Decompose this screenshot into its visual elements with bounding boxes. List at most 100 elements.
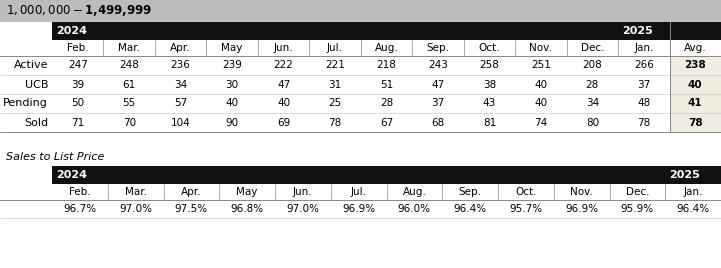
Text: 97.0%: 97.0% <box>119 204 152 214</box>
Text: Feb.: Feb. <box>69 187 91 197</box>
Text: Nov.: Nov. <box>570 187 593 197</box>
Text: 40: 40 <box>277 99 290 109</box>
Text: 104: 104 <box>171 117 190 128</box>
Text: Jul.: Jul. <box>350 187 366 197</box>
Text: 2025: 2025 <box>669 170 700 180</box>
Text: 40: 40 <box>534 99 547 109</box>
Text: 48: 48 <box>637 99 650 109</box>
Bar <box>670 56 721 75</box>
Text: Oct.: Oct. <box>515 187 536 197</box>
Text: 50: 50 <box>71 99 84 109</box>
Text: 95.9%: 95.9% <box>621 204 654 214</box>
Text: 38: 38 <box>483 80 496 90</box>
Text: Nov.: Nov. <box>529 43 552 53</box>
Text: Sep.: Sep. <box>459 187 482 197</box>
Text: 221: 221 <box>325 61 345 70</box>
Text: 2025: 2025 <box>622 26 653 36</box>
Text: 40: 40 <box>226 99 239 109</box>
Text: 41: 41 <box>688 99 702 109</box>
Text: 258: 258 <box>479 61 500 70</box>
Text: Jun.: Jun. <box>274 43 293 53</box>
Text: 236: 236 <box>171 61 190 70</box>
Text: UCB: UCB <box>25 80 48 90</box>
Bar <box>0 0 721 22</box>
Text: 68: 68 <box>431 117 445 128</box>
Bar <box>0 200 721 218</box>
Text: 222: 222 <box>274 61 293 70</box>
Text: 40: 40 <box>534 80 547 90</box>
Text: 243: 243 <box>428 61 448 70</box>
Text: 25: 25 <box>328 99 342 109</box>
Text: 96.9%: 96.9% <box>565 204 598 214</box>
Text: 251: 251 <box>531 61 551 70</box>
Text: 80: 80 <box>585 117 599 128</box>
Text: 34: 34 <box>585 99 599 109</box>
Text: Aug.: Aug. <box>402 187 426 197</box>
Text: 28: 28 <box>380 99 393 109</box>
Text: Active: Active <box>14 61 48 70</box>
Text: 97.5%: 97.5% <box>174 204 208 214</box>
Text: May: May <box>236 187 258 197</box>
Text: 61: 61 <box>123 80 136 90</box>
Text: 96.0%: 96.0% <box>398 204 431 214</box>
Text: 28: 28 <box>585 80 599 90</box>
Bar <box>52 22 721 40</box>
Text: Apr.: Apr. <box>181 187 202 197</box>
Text: 74: 74 <box>534 117 547 128</box>
Text: Pending: Pending <box>3 99 48 109</box>
Text: 239: 239 <box>222 61 242 70</box>
Text: 96.7%: 96.7% <box>63 204 97 214</box>
Text: 2024: 2024 <box>56 26 87 36</box>
Text: 78: 78 <box>637 117 650 128</box>
Text: May: May <box>221 43 243 53</box>
Text: 96.9%: 96.9% <box>342 204 375 214</box>
Text: 70: 70 <box>123 117 136 128</box>
Text: Jan.: Jan. <box>684 187 703 197</box>
Text: 81: 81 <box>483 117 496 128</box>
Text: Oct.: Oct. <box>479 43 500 53</box>
Text: 55: 55 <box>123 99 136 109</box>
Text: 238: 238 <box>684 61 706 70</box>
Text: 218: 218 <box>376 61 397 70</box>
Text: 37: 37 <box>637 80 650 90</box>
Text: Jan.: Jan. <box>634 43 653 53</box>
Text: 39: 39 <box>71 80 84 90</box>
Bar <box>0 148 721 166</box>
Text: 247: 247 <box>68 61 88 70</box>
Text: 95.7%: 95.7% <box>509 204 542 214</box>
Text: 96.4%: 96.4% <box>454 204 487 214</box>
Text: 2024: 2024 <box>56 170 87 180</box>
Text: 90: 90 <box>226 117 239 128</box>
Text: Dec.: Dec. <box>626 187 649 197</box>
Text: Jun.: Jun. <box>293 187 313 197</box>
Text: 30: 30 <box>226 80 239 90</box>
Text: 78: 78 <box>328 117 342 128</box>
Text: 248: 248 <box>119 61 139 70</box>
Text: 57: 57 <box>174 99 187 109</box>
Bar <box>0 40 721 56</box>
Text: Sold: Sold <box>24 117 48 128</box>
Text: Dec.: Dec. <box>580 43 604 53</box>
Text: Jul.: Jul. <box>327 43 343 53</box>
Text: 96.8%: 96.8% <box>231 204 264 214</box>
Bar <box>670 113 721 132</box>
Text: 34: 34 <box>174 80 187 90</box>
Text: $1,000,000 - $1,499,999: $1,000,000 - $1,499,999 <box>6 3 152 18</box>
Text: Mar.: Mar. <box>118 43 140 53</box>
Text: Avg.: Avg. <box>684 43 707 53</box>
Bar <box>0 184 721 200</box>
Text: Aug.: Aug. <box>375 43 399 53</box>
Text: 78: 78 <box>688 117 702 128</box>
Text: 71: 71 <box>71 117 84 128</box>
Text: 208: 208 <box>583 61 602 70</box>
Text: 47: 47 <box>277 80 290 90</box>
Text: 31: 31 <box>328 80 342 90</box>
Text: Apr.: Apr. <box>170 43 191 53</box>
Bar <box>670 94 721 113</box>
Text: 96.4%: 96.4% <box>676 204 709 214</box>
Text: Feb.: Feb. <box>67 43 89 53</box>
Text: 67: 67 <box>380 117 393 128</box>
Text: 40: 40 <box>688 80 702 90</box>
Text: 97.0%: 97.0% <box>286 204 319 214</box>
Text: 43: 43 <box>483 99 496 109</box>
